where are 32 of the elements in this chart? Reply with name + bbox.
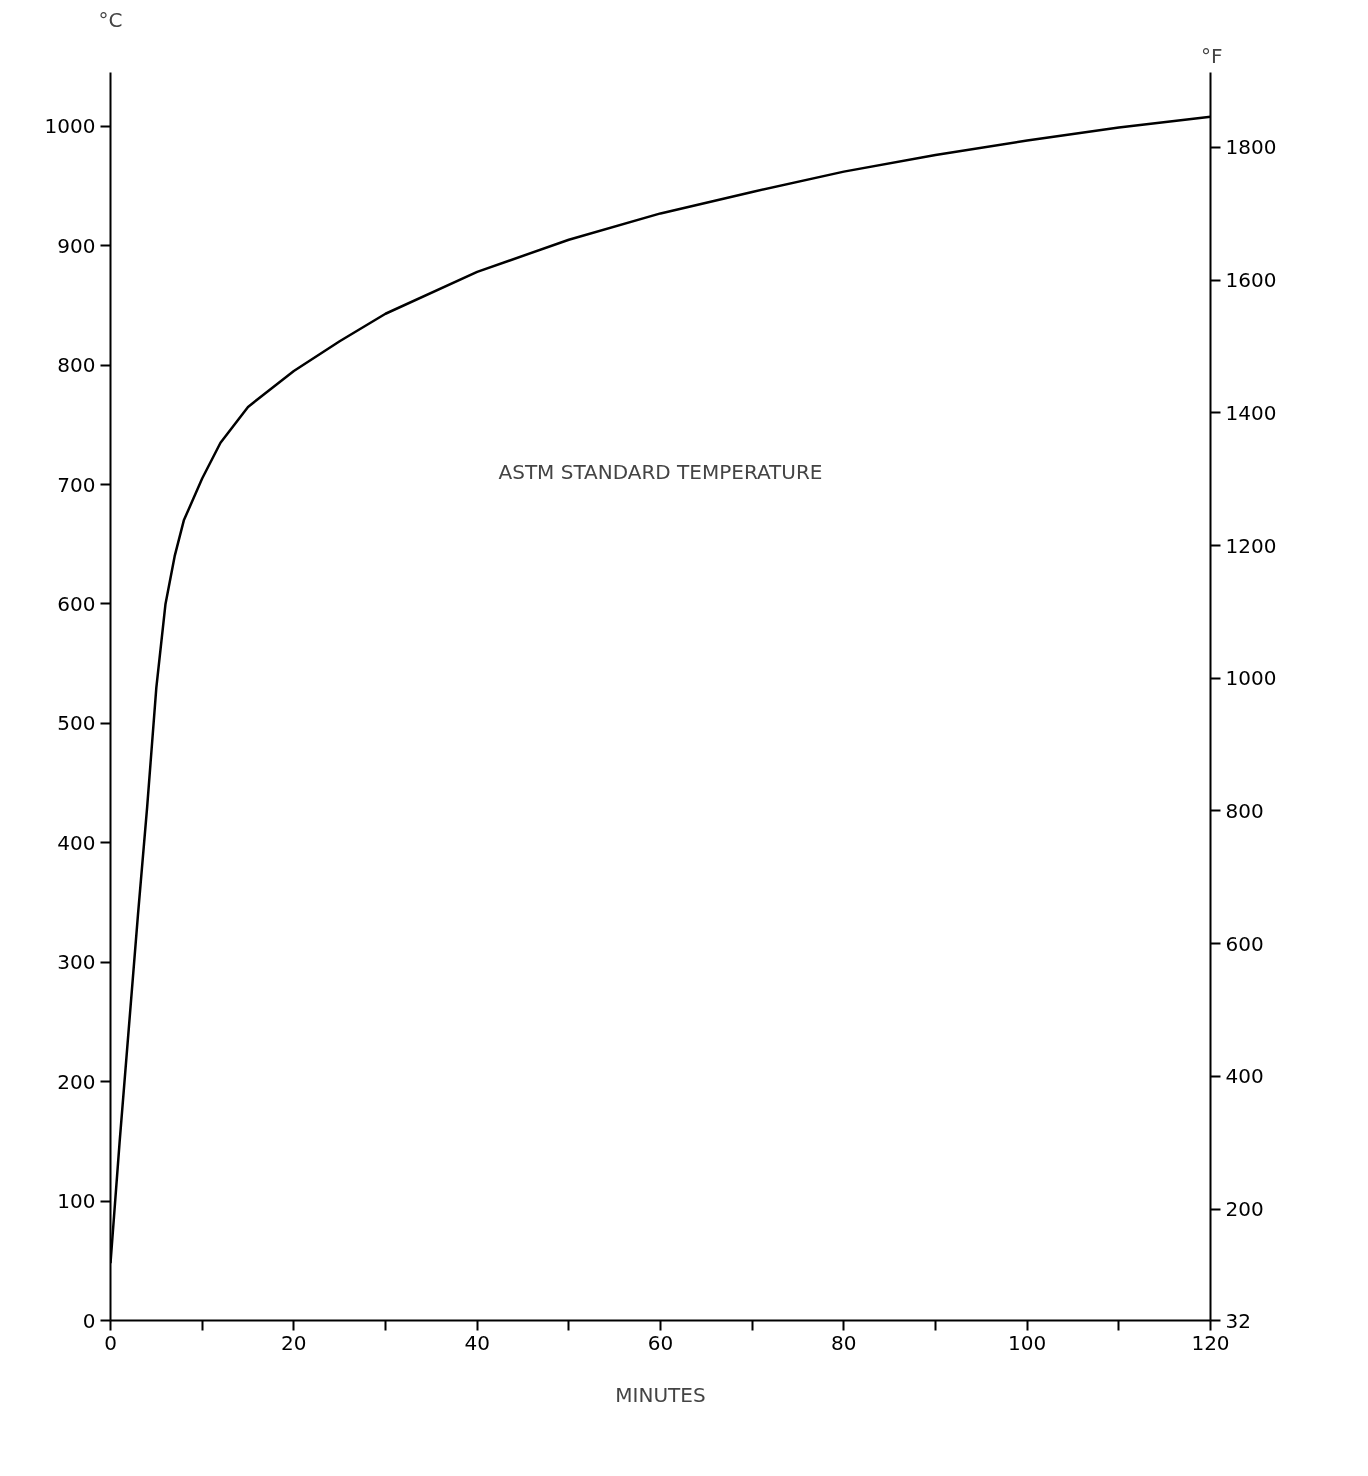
- y-tick-label: 400: [57, 830, 96, 855]
- x-tick-label: 120: [1191, 1330, 1230, 1355]
- y2-tick-label: 200: [1225, 1197, 1264, 1222]
- y2-tick-label: 1000: [1225, 666, 1277, 691]
- y2-tick-label: 32: [1225, 1308, 1251, 1333]
- y2-axis-title: °F: [1201, 43, 1223, 68]
- x-tick-label: 20: [281, 1330, 307, 1355]
- x-axis-title: MINUTES: [615, 1382, 706, 1407]
- x-tick-label: 60: [647, 1330, 674, 1355]
- y-tick-label: 800: [57, 353, 96, 378]
- y2-tick-label: 800: [1225, 798, 1264, 823]
- y-tick-label: 900: [57, 233, 96, 258]
- y-axis-title: °C: [98, 7, 123, 32]
- y-tick-label: 100: [57, 1189, 96, 1214]
- x-tick-label: 100: [1008, 1330, 1047, 1355]
- x-tick-label: 40: [464, 1330, 490, 1355]
- annotation: ASTM STANDARD TEMPERATURE: [498, 460, 823, 485]
- y-tick-label: 0: [82, 1308, 96, 1333]
- y-tick-label: 600: [57, 591, 96, 616]
- y-tick-label: 700: [57, 472, 96, 497]
- x-tick-label: 0: [104, 1330, 117, 1355]
- y-tick-label: 200: [57, 1069, 96, 1094]
- y2-tick-label: 1800: [1225, 135, 1277, 160]
- y-tick-label: 1000: [44, 114, 96, 139]
- y2-tick-label: 400: [1225, 1064, 1264, 1089]
- y2-tick-label: 1600: [1225, 268, 1277, 293]
- y2-tick-label: 600: [1225, 931, 1264, 956]
- y2-tick-label: 1200: [1225, 533, 1277, 558]
- y2-tick-label: 1400: [1225, 400, 1277, 425]
- y-tick-label: 500: [57, 711, 96, 736]
- y-tick-label: 300: [57, 950, 96, 975]
- x-tick-label: 80: [831, 1330, 857, 1355]
